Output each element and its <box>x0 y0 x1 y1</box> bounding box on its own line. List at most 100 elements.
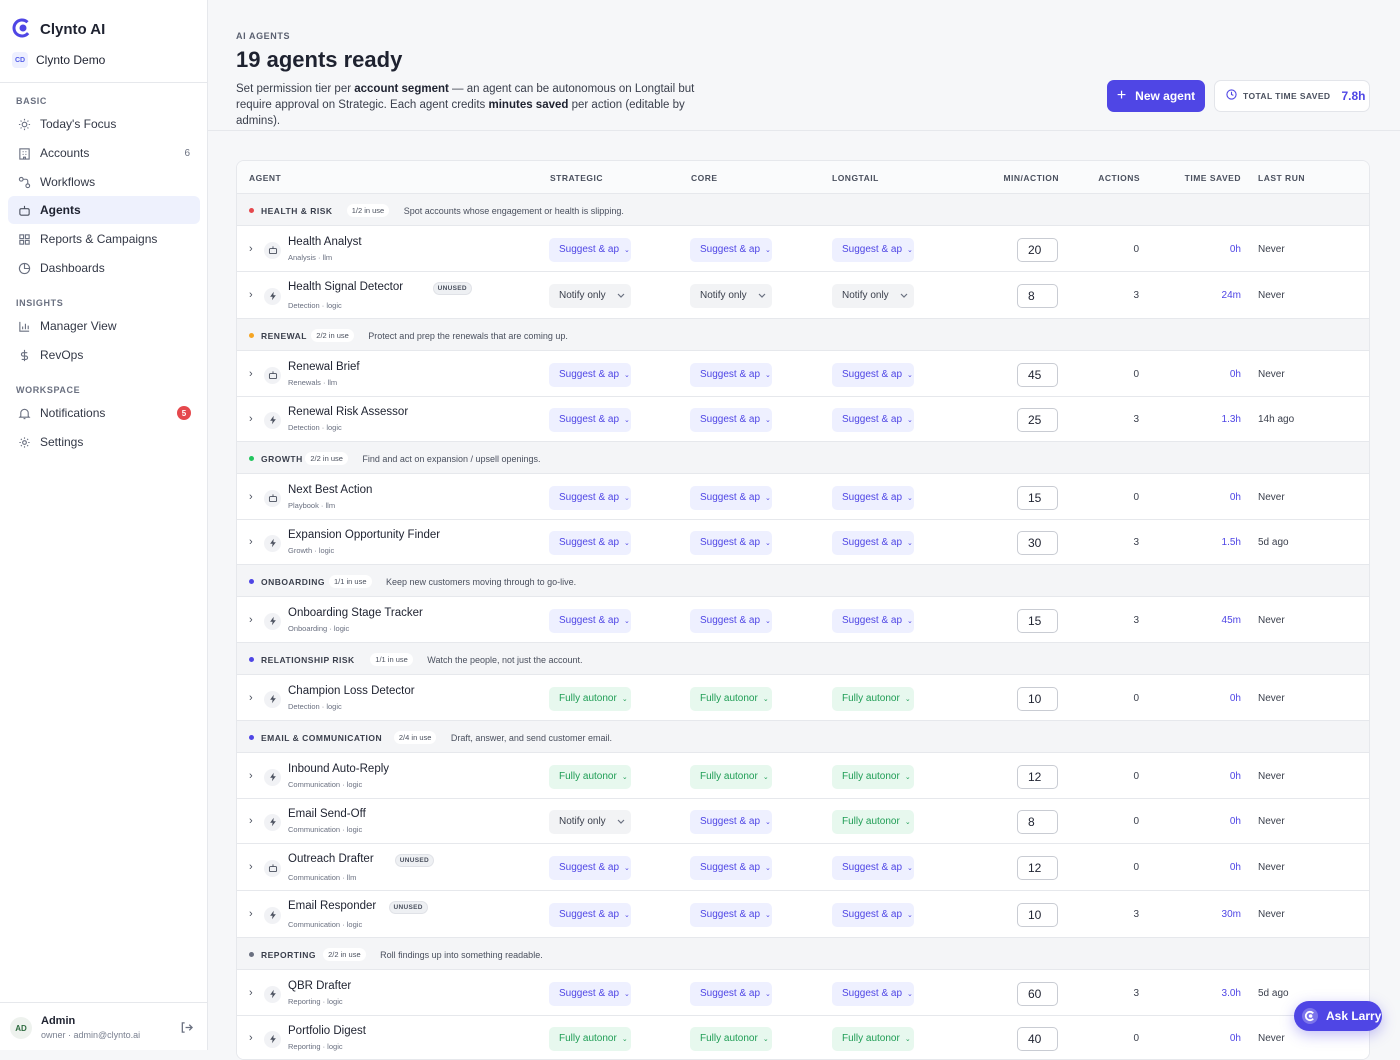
permission-select-longtail[interactable]: Suggest & ap ⌄ <box>832 362 914 387</box>
min-per-action-input[interactable]: 12 <box>1017 764 1058 789</box>
permission-select-longtail[interactable]: Suggest & ap ⌄ <box>832 485 914 510</box>
chevron-right-icon[interactable]: › <box>249 412 253 425</box>
agent-name[interactable]: Expansion Opportunity Finder <box>288 529 441 541</box>
sidebar-item-agents[interactable]: Agents <box>8 196 200 224</box>
permission-select-core[interactable]: Suggest & ap ⌄ <box>690 902 772 927</box>
chevron-right-icon[interactable]: › <box>249 288 253 301</box>
table-row[interactable]: › Onboarding Stage Tracker Onboarding · lo… <box>237 598 1369 643</box>
table-row[interactable]: › Health Signal Detector UNUSED Detection ·… <box>237 272 1369 319</box>
permission-select-longtail[interactable]: Suggest & ap ⌄ <box>832 407 914 432</box>
min-per-action-input[interactable]: 40 <box>1017 1026 1058 1051</box>
agent-name[interactable]: Onboarding Stage Tracker <box>288 607 423 619</box>
min-per-action-input[interactable]: 8 <box>1017 809 1058 834</box>
chevron-right-icon[interactable]: › <box>249 242 253 255</box>
sidebar-item-workflows[interactable]: Workflows <box>8 168 200 196</box>
permission-select-longtail[interactable]: Suggest & ap ⌄ <box>832 530 914 555</box>
chevron-right-icon[interactable]: › <box>249 535 253 548</box>
permission-select-core[interactable]: Suggest & ap ⌄ <box>690 981 772 1006</box>
permission-select-longtail[interactable]: Fully autonor ⌄ <box>832 764 914 789</box>
min-per-action-input[interactable]: 45 <box>1017 362 1058 387</box>
sidebar-item-settings[interactable]: Settings <box>8 428 200 456</box>
table-row[interactable]: › Next Best Action Playbook · llm Suggest &… <box>237 475 1369 520</box>
permission-select-longtail[interactable]: Fully autonor ⌄ <box>832 686 914 711</box>
table-row[interactable]: › Health Analyst Analysis · llm Suggest & a… <box>237 227 1369 272</box>
permission-select-core[interactable]: Fully autonor ⌄ <box>690 1026 772 1051</box>
permission-select-strategic[interactable]: Suggest & ap ⌄ <box>549 485 631 510</box>
table-row[interactable]: › QBR Drafter Reporting · logic Suggest & a… <box>237 971 1369 1016</box>
table-row[interactable]: › Inbound Auto-Reply Communication · logic… <box>237 754 1369 799</box>
table-row[interactable]: › Renewal Risk Assessor Detection · logic S… <box>237 397 1369 442</box>
sidebar-item-accounts[interactable]: Accounts 6 <box>8 139 200 167</box>
min-per-action-input[interactable]: 10 <box>1017 902 1058 927</box>
agent-name[interactable]: Health Signal Detector <box>288 281 404 293</box>
permission-select-longtail[interactable]: Fully autonor ⌄ <box>832 809 914 834</box>
permission-select-core[interactable]: Suggest & ap ⌄ <box>690 237 772 262</box>
permission-select-strategic[interactable]: Suggest & ap ⌄ <box>549 237 631 262</box>
min-per-action-input[interactable]: 25 <box>1017 407 1058 432</box>
chevron-right-icon[interactable]: › <box>249 814 253 827</box>
min-per-action-input[interactable]: 15 <box>1017 485 1058 510</box>
permission-select-strategic[interactable]: Suggest & ap ⌄ <box>549 362 631 387</box>
chevron-right-icon[interactable]: › <box>249 1031 253 1044</box>
ask-larry-button[interactable]: Ask Larry <box>1294 1001 1382 1031</box>
min-per-action-input[interactable]: 60 <box>1017 981 1058 1006</box>
sidebar-item-revops[interactable]: RevOps <box>8 341 200 369</box>
logout-icon[interactable] <box>180 1021 193 1037</box>
agent-name[interactable]: QBR Drafter <box>288 980 352 992</box>
chevron-right-icon[interactable]: › <box>249 860 253 873</box>
min-per-action-input[interactable]: 30 <box>1017 530 1058 555</box>
min-per-action-input[interactable]: 20 <box>1017 237 1058 262</box>
permission-select-longtail[interactable]: Suggest & ap ⌄ <box>832 855 914 880</box>
permission-select-core[interactable]: Suggest & ap ⌄ <box>690 855 772 880</box>
sidebar-item-manager-view[interactable]: Manager View <box>8 312 200 340</box>
table-row[interactable]: › Outreach Drafter UNUSED Communication · l… <box>237 844 1369 891</box>
table-row[interactable]: › Expansion Opportunity Finder Growth · lo… <box>237 520 1369 565</box>
table-row[interactable]: › Champion Loss Detector Detection · logic… <box>237 676 1369 721</box>
brand[interactable]: Clynto AI <box>12 18 105 41</box>
chevron-right-icon[interactable]: › <box>249 691 253 704</box>
agent-name[interactable]: Renewal Risk Assessor <box>288 406 409 418</box>
chevron-right-icon[interactable]: › <box>249 769 253 782</box>
table-row[interactable]: › Renewal Brief Renewals · llm Suggest & ap… <box>237 352 1369 397</box>
permission-select-core[interactable]: Notify only <box>690 283 772 308</box>
agent-name[interactable]: Renewal Brief <box>288 361 360 373</box>
permission-select-strategic[interactable]: Suggest & ap ⌄ <box>549 855 631 880</box>
permission-select-strategic[interactable]: Suggest & ap ⌄ <box>549 608 631 633</box>
new-agent-button[interactable]: + New agent <box>1107 80 1205 112</box>
permission-select-strategic[interactable]: Suggest & ap ⌄ <box>549 902 631 927</box>
workspace-switcher[interactable]: CD Clynto Demo <box>12 52 105 68</box>
min-per-action-input[interactable]: 12 <box>1017 855 1058 880</box>
agent-name[interactable]: Health Analyst <box>288 236 362 248</box>
agent-name[interactable]: Email Send-Off <box>288 808 366 820</box>
permission-select-longtail[interactable]: Suggest & ap ⌄ <box>832 981 914 1006</box>
agent-name[interactable]: Outreach Drafter <box>288 853 374 865</box>
permission-select-strategic[interactable]: Fully autonor ⌄ <box>549 764 631 789</box>
agent-name[interactable]: Email Responder <box>288 900 377 912</box>
chevron-right-icon[interactable]: › <box>249 907 253 920</box>
min-per-action-input[interactable]: 10 <box>1017 686 1058 711</box>
permission-select-strategic[interactable]: Suggest & ap ⌄ <box>549 407 631 432</box>
permission-select-strategic[interactable]: Fully autonor ⌄ <box>549 686 631 711</box>
table-row[interactable]: › Portfolio Digest Reporting · logic Fully … <box>237 1016 1369 1059</box>
sidebar-item-dashboards[interactable]: Dashboards <box>8 254 200 282</box>
chevron-right-icon[interactable]: › <box>249 986 253 999</box>
permission-select-strategic[interactable]: Fully autonor ⌄ <box>549 1026 631 1051</box>
table-row[interactable]: › Email Responder UNUSED Communication · lo… <box>237 891 1369 938</box>
sidebar-item-notifications[interactable]: Notifications 5 <box>8 399 200 427</box>
permission-select-longtail[interactable]: Fully autonor ⌄ <box>832 1026 914 1051</box>
agent-name[interactable]: Portfolio Digest <box>288 1025 366 1037</box>
sidebar-item-reports-campaigns[interactable]: Reports & Campaigns <box>8 225 200 253</box>
agent-name[interactable]: Next Best Action <box>288 484 373 496</box>
permission-select-core[interactable]: Suggest & ap ⌄ <box>690 530 772 555</box>
permission-select-core[interactable]: Suggest & ap ⌄ <box>690 362 772 387</box>
permission-select-core[interactable]: Suggest & ap ⌄ <box>690 485 772 510</box>
permission-select-strategic[interactable]: Notify only <box>549 809 631 834</box>
permission-select-strategic[interactable]: Suggest & ap ⌄ <box>549 981 631 1006</box>
permission-select-strategic[interactable]: Notify only <box>549 283 631 308</box>
min-per-action-input[interactable]: 8 <box>1017 283 1058 308</box>
permission-select-longtail[interactable]: Suggest & ap ⌄ <box>832 902 914 927</box>
chevron-right-icon[interactable]: › <box>249 367 253 380</box>
min-per-action-input[interactable]: 15 <box>1017 608 1058 633</box>
chevron-right-icon[interactable]: › <box>249 490 253 503</box>
chevron-right-icon[interactable]: › <box>249 613 253 626</box>
